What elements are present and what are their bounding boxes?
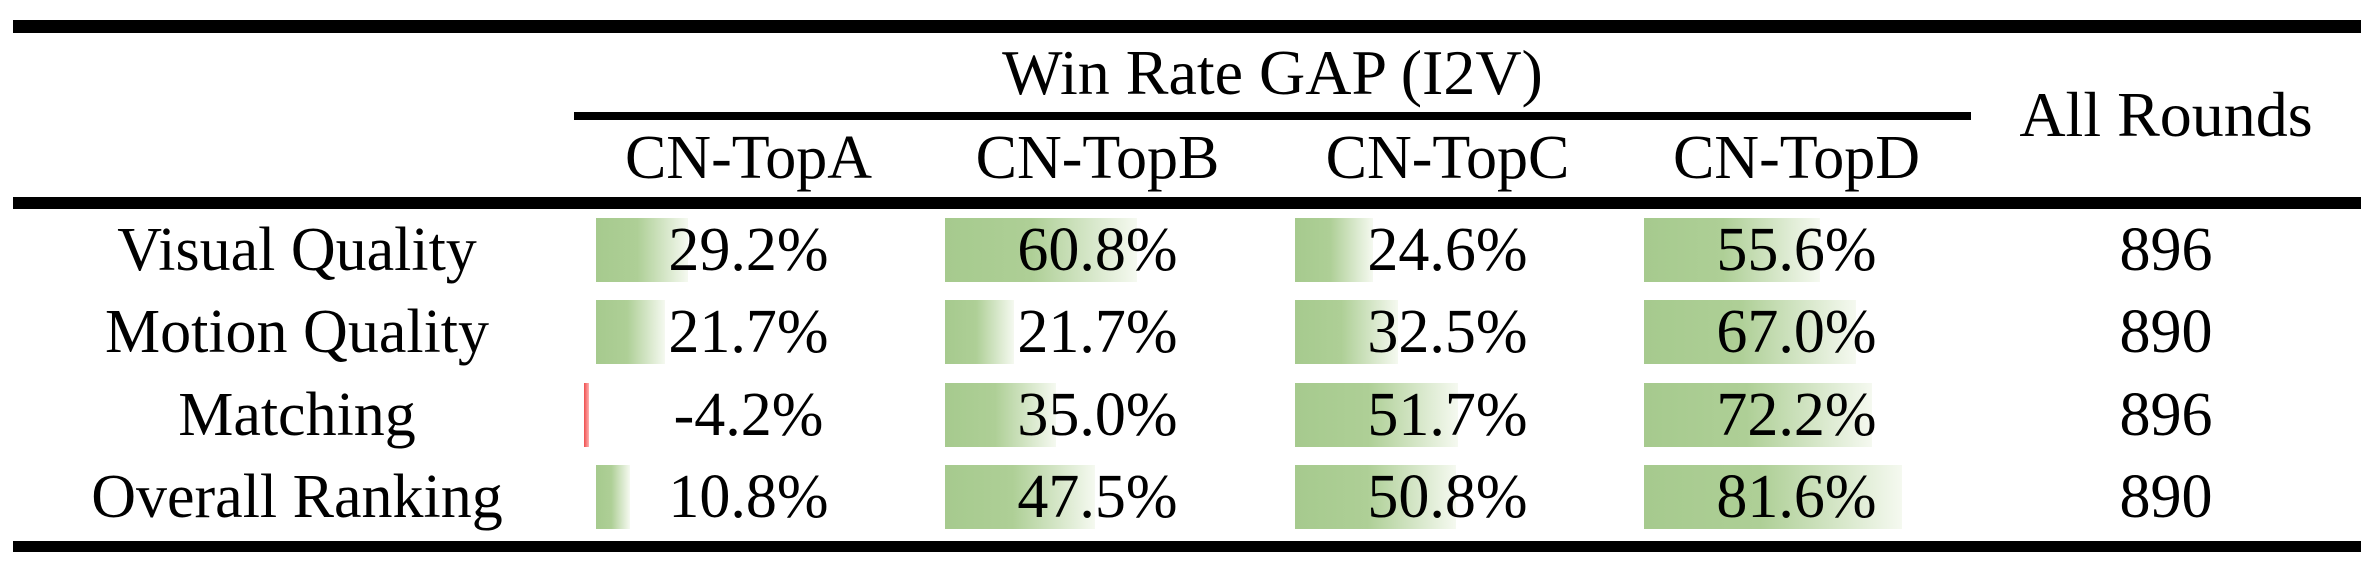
win-rate-value: 55.6% [1716, 216, 1877, 284]
metric-cell: 47.5% [923, 456, 1272, 538]
win-rate-value: 10.8% [668, 462, 829, 531]
table-bottom-rule [13, 541, 2361, 552]
metric-cell: 29.2% [574, 209, 923, 291]
win-rate-value: 32.5% [1367, 298, 1528, 367]
table-row: Overall Ranking 10.8% 47.5% 50.8% 81.6% 890 [0, 456, 2374, 538]
column-header-cn-topb: CN-TopB [975, 123, 1220, 192]
win-rate-value: 21.7% [668, 298, 829, 367]
win-rate-value: 29.2% [668, 216, 829, 284]
win-rate-data-bar [1295, 218, 1373, 282]
group-header-win-rate-gap: Win Rate GAP (I2V) [1002, 36, 1543, 108]
win-rate-value: 67.0% [1716, 298, 1877, 367]
all-rounds-column-header: All Rounds [2019, 79, 2313, 150]
win-rate-value: 24.6% [1367, 216, 1528, 284]
table-row: Visual Quality 29.2% 60.8% 24.6% 55.6% 896 [0, 209, 2374, 291]
win-rate-data-bar [1644, 382, 1873, 447]
row-label: Overall Ranking [91, 462, 503, 531]
win-rate-data-bar [1644, 218, 1820, 282]
metric-cell: 67.0% [1622, 291, 1971, 373]
win-rate-data-bar [596, 300, 665, 365]
column-header-cn-topa: CN-TopA [624, 123, 873, 192]
win-rate-data-bar [945, 382, 1056, 447]
all-rounds-value: 896 [2119, 216, 2213, 284]
row-label: Visual Quality [117, 216, 477, 284]
metric-cell: 72.2% [1622, 374, 1971, 456]
all-rounds-value: 896 [2119, 380, 2213, 449]
metric-cell: 81.6% [1622, 456, 1971, 538]
metric-cell: 55.6% [1622, 209, 1971, 291]
win-rate-data-bar [1295, 464, 1456, 529]
table-top-rule [13, 20, 2361, 33]
win-rate-value: 51.7% [1367, 380, 1528, 449]
table-row: Matching -4.2% 35.0% 51.7% 72.2% 896 [0, 374, 2374, 456]
metric-cell: 21.7% [574, 291, 923, 373]
group-header-underline [574, 112, 1971, 120]
row-label: Motion Quality [104, 298, 490, 367]
win-rate-value: -4.2% [673, 380, 824, 449]
win-rate-data-bar [1644, 300, 1856, 365]
win-rate-value: 50.8% [1367, 462, 1528, 531]
win-rate-data-bar [1644, 464, 1902, 529]
win-rate-data-bar [945, 218, 1138, 282]
win-rate-value: 72.2% [1716, 380, 1877, 449]
metric-cell: 60.8% [923, 209, 1272, 291]
row-label: Matching [178, 380, 416, 449]
metric-cell: 32.5% [1273, 291, 1622, 373]
win-rate-data-bar [945, 464, 1096, 529]
metric-cell: 50.8% [1273, 456, 1622, 538]
win-rate-value: 35.0% [1017, 380, 1178, 449]
win-rate-data-bar [596, 218, 689, 282]
win-rate-value: 81.6% [1716, 462, 1877, 531]
win-rate-data-bar [596, 464, 631, 529]
metric-cell: 10.8% [574, 456, 923, 538]
win-rate-value: 47.5% [1017, 462, 1178, 531]
negative-win-rate-data-bar [584, 382, 589, 447]
metric-cell: 35.0% [923, 374, 1272, 456]
win-rate-data-bar [945, 300, 1014, 365]
win-rate-value: 60.8% [1017, 216, 1178, 284]
win-rate-data-bar [1295, 382, 1459, 447]
metric-cell: -4.2% [574, 374, 923, 456]
win-rate-data-bar [1295, 300, 1398, 365]
table-row: Motion Quality 21.7% 21.7% 32.5% 67.0% 890 [0, 291, 2374, 373]
column-header-cn-topc: CN-TopC [1325, 123, 1570, 192]
all-rounds-value: 890 [2119, 298, 2213, 367]
metric-cell: 24.6% [1273, 209, 1622, 291]
header-separator-rule [13, 197, 2361, 209]
all-rounds-value: 890 [2119, 462, 2213, 531]
win-rate-value: 21.7% [1017, 298, 1178, 367]
column-header-cn-topd: CN-TopD [1672, 123, 1921, 192]
metric-cell: 51.7% [1273, 374, 1622, 456]
metric-cell: 21.7% [923, 291, 1272, 373]
